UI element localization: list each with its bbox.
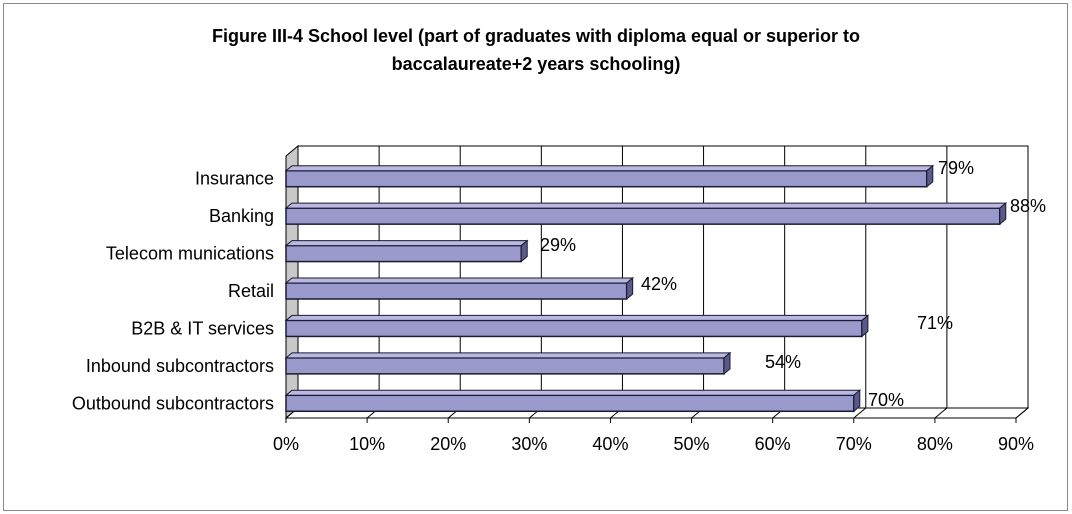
data-label: 29%: [540, 235, 576, 255]
data-label: 42%: [641, 274, 677, 294]
bar-outbound-subcontractors: [284, 389, 862, 413]
bar-side: [861, 314, 869, 338]
bar-b2b-it-services: [284, 314, 870, 338]
x-tick-label: 10%: [349, 434, 385, 454]
bar-top: [284, 389, 862, 396]
x-tick-label: 40%: [592, 434, 628, 454]
bar-side: [999, 202, 1007, 226]
data-label: 88%: [1010, 196, 1046, 216]
x-tick-label: 0%: [273, 434, 299, 454]
floor-grid-diagonal: [934, 407, 948, 419]
bar-front: [285, 244, 522, 263]
x-tick-label: 80%: [917, 434, 953, 454]
bar-top: [284, 202, 1008, 209]
bar-telecom-munications: [284, 239, 529, 263]
x-tick-label: 70%: [836, 434, 872, 454]
bar-top: [284, 277, 635, 284]
chart-title-line-1: Figure III-4 School level (part of gradu…: [211, 26, 861, 46]
x-tick-label: 20%: [430, 434, 466, 454]
bar-top: [284, 165, 935, 172]
floor-grid-diagonal: [853, 407, 867, 419]
bar-top: [284, 240, 529, 247]
category-label: Insurance: [195, 169, 274, 189]
bar-front: [285, 207, 1001, 225]
floor-grid-diagonal: [1015, 407, 1029, 419]
chart-frame: [3, 3, 1068, 511]
bar-front: [285, 357, 725, 375]
bar-top: [284, 314, 870, 321]
category-label: B2B & IT services: [131, 318, 274, 338]
chart-title: Figure III-4 School level (part of gradu…: [0, 22, 1072, 78]
bar-front: [285, 394, 855, 413]
category-label: Banking: [209, 206, 274, 226]
bar-side: [520, 239, 528, 263]
bar-top: [284, 352, 732, 359]
data-label: 54%: [765, 352, 801, 372]
bar-side: [853, 389, 861, 413]
bar-side: [926, 164, 934, 188]
data-label: 70%: [868, 390, 904, 410]
x-tick-label: 60%: [755, 434, 791, 454]
x-tick-label: 90%: [998, 434, 1034, 454]
bar-front: [285, 169, 928, 188]
category-label: Outbound subcontractors: [72, 393, 274, 413]
bar-front: [285, 319, 863, 338]
bar-front: [285, 282, 628, 300]
data-label: 71%: [917, 313, 953, 333]
category-label: Telecom munications: [106, 244, 274, 264]
bar-insurance: [284, 164, 935, 188]
category-label: Inbound subcontractors: [86, 356, 274, 376]
bar-retail: [284, 276, 635, 301]
bar-banking: [284, 202, 1008, 226]
bar-side: [626, 276, 634, 301]
category-label: Retail: [228, 281, 274, 301]
bar-inbound-subcontractors: [284, 351, 732, 375]
chart-title-line-2: baccalaureate+2 years schooling): [391, 54, 681, 74]
x-tick-label: 50%: [674, 434, 710, 454]
bar-side: [723, 351, 731, 375]
x-tick-label: 30%: [511, 434, 547, 454]
data-label: 79%: [938, 158, 974, 178]
